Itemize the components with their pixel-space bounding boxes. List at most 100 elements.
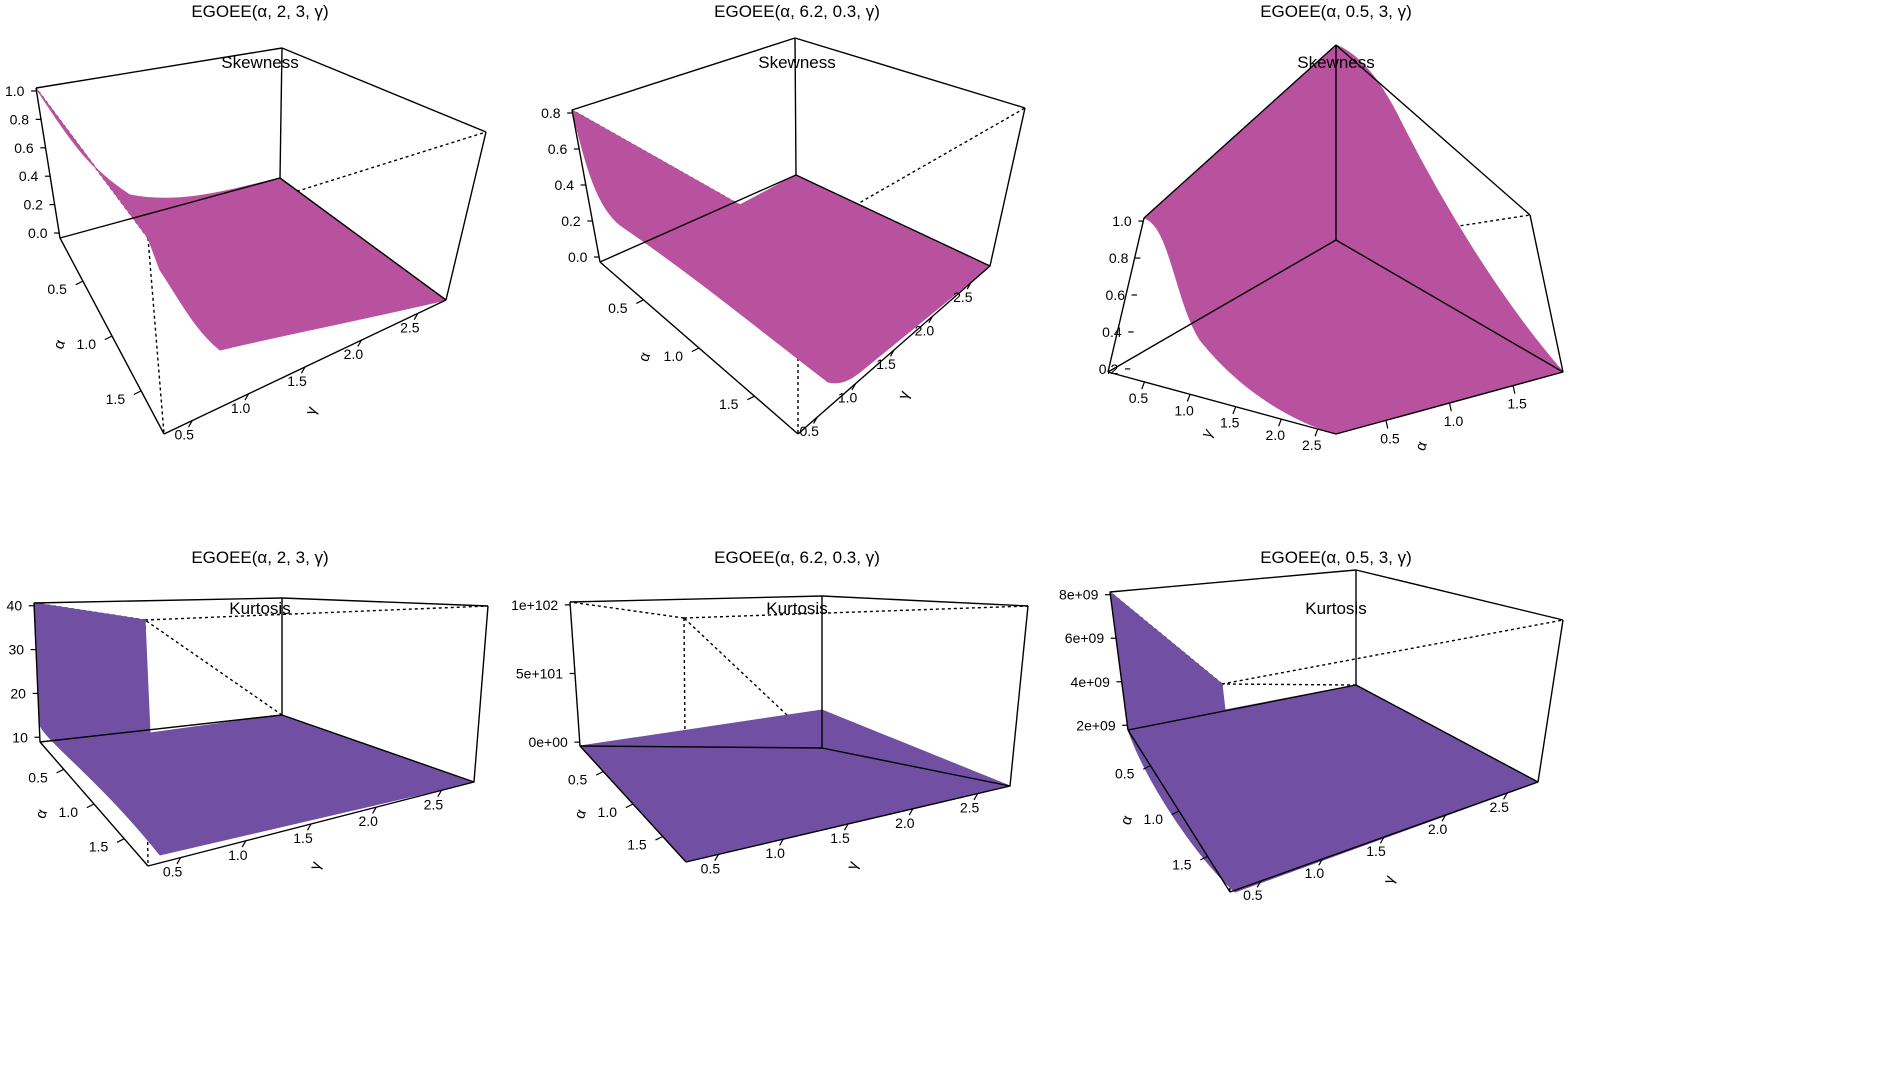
surface-mesh bbox=[33, 602, 476, 856]
box-edge bbox=[795, 174, 991, 267]
z-axis-tick-label: 1e+102 bbox=[511, 597, 558, 613]
y-axis-tick-label: 2.0 bbox=[915, 322, 935, 338]
x-axis-label: α bbox=[32, 807, 51, 821]
y-axis-tick-mark bbox=[1278, 418, 1282, 427]
panel-skewness-egoee-a-0.5-3-g: EGOEE(α, 0.5, 3, γ) Skewness 0.2 0.4 0.6 0.8 1… bbox=[1099, 0, 1895, 545]
x-axis-tick-label: 1.5 bbox=[106, 391, 126, 407]
chart-subtitle: Kurtosis bbox=[1305, 599, 1366, 618]
box-hidden-edge bbox=[147, 237, 165, 435]
z-axis-tick-label: 4e+09 bbox=[1071, 674, 1111, 690]
surface-plot: EGOEE(α, 2, 3, γ) Kurtosis 10 20 30 40 0.5 1.0 1… bbox=[7, 548, 489, 880]
y-axis-tick-label: 1.5 bbox=[1366, 843, 1386, 859]
x-axis-tick-mark bbox=[116, 838, 125, 843]
x-axis-tick-mark bbox=[636, 299, 644, 304]
y-axis-tick-mark bbox=[437, 790, 442, 797]
y-axis-tick-label: 0.5 bbox=[163, 864, 183, 880]
panel-kurtosis-egoee-a-2-3-g: EGOEE(α, 2, 3, γ) Kurtosis 10 20 30 40 0.5 1.0 1… bbox=[0, 546, 631, 1091]
box-edge bbox=[989, 107, 1026, 267]
y-axis-tick-label: 2.0 bbox=[358, 813, 378, 829]
y-axis-tick-mark bbox=[813, 416, 818, 424]
box-edge bbox=[599, 174, 797, 263]
chart-subtitle: Kurtosis bbox=[229, 599, 290, 618]
surface-plot: EGOEE(α, 2, 3, γ) Skewness 0.0 0.2 0.4 0.6 0.8… bbox=[5, 2, 487, 443]
y-axis-tick-mark bbox=[843, 823, 849, 831]
x-axis-tick-label: 0.5 bbox=[568, 772, 588, 788]
x-axis-tick-mark bbox=[1448, 402, 1452, 412]
y-axis-label: γ bbox=[302, 404, 321, 417]
box-edge bbox=[281, 714, 475, 783]
y-axis-tick-label: 1.0 bbox=[765, 845, 785, 861]
box-edge bbox=[33, 602, 41, 743]
box-hidden-edge bbox=[144, 619, 283, 716]
y-axis-tick-mark bbox=[176, 857, 182, 865]
y-axis-tick-mark bbox=[1379, 836, 1385, 844]
y-axis-tick-label: 0.5 bbox=[701, 860, 721, 876]
y-axis-tick-mark bbox=[1441, 814, 1447, 822]
z-axis-tick-label: 6e+09 bbox=[1065, 630, 1105, 646]
y-axis-tick-label: 1.5 bbox=[293, 830, 313, 846]
z-axis-tick-label: 30 bbox=[8, 642, 24, 658]
panel-kurtosis-egoee-a-0.5-3-g: EGOEE(α, 0.5, 3, γ) Kurtosis 2e+09 4e+09 6e+… bbox=[1059, 546, 1895, 1091]
z-axis-tick-label: 0.0 bbox=[28, 225, 48, 241]
x-axis-tick-mark bbox=[1142, 765, 1151, 770]
box-edge bbox=[1537, 619, 1564, 783]
panel-skewness-egoee-a-2-3-g: EGOEE(α, 2, 3, γ) Skewness 0.0 0.2 0.4 0.6 0.8… bbox=[0, 0, 631, 545]
z-axis-tick-label: 0.2 bbox=[561, 213, 581, 229]
y-axis-tick-label: 1.0 bbox=[228, 847, 248, 863]
x-axis-tick-label: 1.0 bbox=[664, 348, 684, 364]
y-axis-tick-label: 1.0 bbox=[1174, 402, 1194, 418]
y-axis-tick-label: 2.5 bbox=[424, 796, 444, 812]
box-edge bbox=[445, 131, 487, 301]
x-axis-label: α bbox=[50, 337, 69, 351]
x-axis-tick-mark bbox=[746, 395, 755, 401]
box-hidden-edge bbox=[569, 601, 685, 619]
box-edge bbox=[1107, 239, 1337, 373]
y-axis-tick-label: 1.5 bbox=[830, 830, 850, 846]
x-axis-tick-label: 0.5 bbox=[608, 300, 628, 316]
y-axis-tick-mark bbox=[300, 366, 306, 374]
box-edge bbox=[579, 745, 823, 749]
y-axis-tick-mark bbox=[1141, 381, 1146, 390]
box-edge bbox=[821, 595, 1029, 607]
z-axis-tick-label: 20 bbox=[10, 685, 26, 701]
box-edge bbox=[1107, 371, 1337, 435]
y-axis-tick-label: 0.5 bbox=[174, 427, 194, 443]
box-hidden-edge bbox=[683, 605, 1029, 619]
surface-plot: EGOEE(α, 6.2, 0.3, γ) Skewness 0.0 0.2 0.4 0.… bbox=[541, 2, 1026, 439]
x-axis-tick-label: 1.0 bbox=[77, 336, 97, 352]
surface-mesh bbox=[571, 108, 991, 384]
x-axis-tick-label: 1.0 bbox=[59, 804, 79, 820]
box-edge bbox=[279, 177, 447, 301]
box-edge bbox=[59, 177, 281, 239]
y-axis-tick-mark bbox=[241, 840, 247, 848]
y-axis-tick-mark bbox=[1256, 880, 1262, 888]
x-axis-tick-label: 1.0 bbox=[1444, 413, 1464, 429]
x-axis-tick-label: 1.5 bbox=[719, 396, 739, 412]
box-edge bbox=[1127, 684, 1357, 731]
z-axis-tick-label: 1.0 bbox=[5, 83, 25, 99]
y-axis-tick-label: 1.5 bbox=[876, 356, 896, 372]
y-axis-tick-mark bbox=[413, 313, 419, 320]
y-axis-tick-label: 2.0 bbox=[1266, 427, 1286, 443]
z-axis-tick-label: 0.2 bbox=[23, 197, 43, 213]
z-axis-tick-label: 0.0 bbox=[568, 249, 588, 265]
x-axis-tick-label: 0.5 bbox=[1115, 766, 1135, 782]
z-axis-tick-label: 40 bbox=[7, 598, 23, 614]
z-axis-tick-label: 0.4 bbox=[555, 177, 575, 193]
y-axis-tick-mark bbox=[357, 339, 362, 347]
y-axis-tick-label: 2.5 bbox=[1302, 437, 1322, 453]
x-axis-tick-label: 1.0 bbox=[598, 804, 618, 820]
z-axis-tick-label: 0.4 bbox=[1102, 324, 1122, 340]
box-edge bbox=[1355, 684, 1539, 783]
x-axis-tick-mark bbox=[625, 803, 634, 809]
x-axis-tick-label: 1.5 bbox=[627, 836, 647, 852]
x-axis-label: α bbox=[635, 350, 654, 364]
box-edge bbox=[1335, 44, 1531, 216]
surface-mesh bbox=[35, 87, 448, 351]
z-axis-tick-label: 5e+101 bbox=[516, 666, 563, 682]
chart-title: EGOEE(α, 0.5, 3, γ) bbox=[1260, 548, 1412, 567]
box-edge bbox=[571, 37, 796, 111]
chart-title: EGOEE(α, 6.2, 0.3, γ) bbox=[714, 548, 880, 567]
y-axis-tick-mark bbox=[306, 823, 312, 831]
y-axis-tick-label: 1.5 bbox=[287, 373, 307, 389]
